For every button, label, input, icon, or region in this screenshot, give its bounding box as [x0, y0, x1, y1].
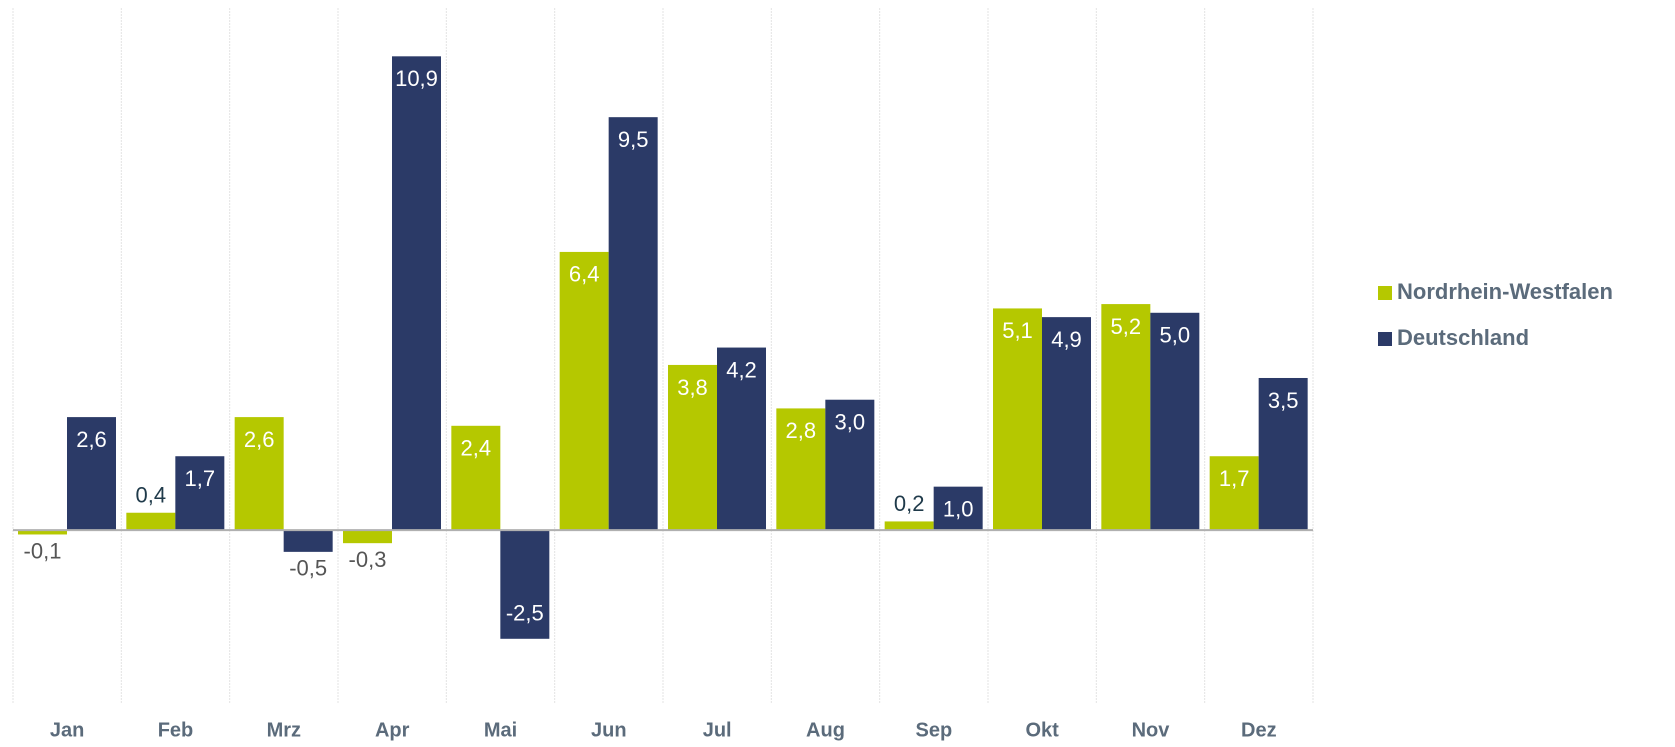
bar	[1150, 312, 1200, 531]
value-label: 3,8	[677, 375, 708, 400]
bar	[234, 417, 284, 531]
bar	[343, 530, 392, 544]
bar	[500, 530, 550, 639]
bar	[67, 417, 116, 531]
value-label: 3,0	[835, 410, 866, 435]
bar	[993, 308, 1042, 531]
x-tick-label: Aug	[806, 719, 845, 741]
x-tick-label: Jan	[50, 719, 84, 741]
bar	[776, 408, 826, 531]
value-label: 4,2	[726, 357, 757, 382]
bar	[1042, 317, 1091, 531]
x-tick-label: Nov	[1132, 719, 1171, 741]
value-label: 2,6	[76, 427, 107, 452]
bar	[717, 347, 766, 531]
value-label: 0,4	[136, 483, 167, 508]
legend-label: Nordrhein-Westfalen	[1397, 279, 1613, 304]
bar	[126, 512, 176, 531]
legend-swatch	[1378, 286, 1392, 300]
value-label: 5,2	[1111, 314, 1142, 339]
bar	[933, 486, 983, 531]
value-label: 9,5	[618, 127, 649, 152]
bar	[18, 530, 67, 535]
legend-swatch	[1378, 332, 1392, 346]
value-label: -0,1	[24, 538, 62, 563]
x-tick-label: Jul	[703, 719, 732, 741]
bar	[451, 425, 501, 531]
bar	[1209, 456, 1259, 531]
value-label: 1,7	[1219, 466, 1250, 491]
x-tick-label: Sep	[915, 719, 952, 741]
x-tick-label: Dez	[1241, 719, 1277, 741]
bar	[283, 530, 333, 552]
value-label: 6,4	[569, 262, 600, 287]
value-label: 1,0	[943, 496, 974, 521]
value-label: 0,2	[894, 491, 925, 516]
bar	[825, 399, 875, 531]
value-label: 4,9	[1051, 327, 1082, 352]
x-tick-label: Okt	[1025, 719, 1059, 741]
bar	[1258, 377, 1308, 531]
value-label: -2,5	[506, 601, 544, 626]
value-label: 5,0	[1160, 323, 1191, 348]
bar	[1101, 304, 1151, 531]
bar	[884, 521, 934, 531]
value-label: 2,8	[786, 418, 817, 443]
bar	[175, 456, 225, 531]
bar	[608, 117, 658, 531]
bar	[559, 251, 609, 531]
value-label: 1,7	[185, 466, 216, 491]
value-label: -0,3	[349, 547, 387, 572]
x-tick-label: Mai	[484, 719, 517, 741]
value-label: 2,4	[461, 436, 492, 461]
value-label: 3,5	[1268, 388, 1299, 413]
x-tick-label: Mrz	[267, 719, 301, 741]
value-label: 5,1	[1002, 318, 1033, 343]
bar	[392, 56, 441, 531]
x-tick-label: Feb	[158, 719, 194, 741]
bar	[668, 364, 717, 531]
value-label: 2,6	[244, 427, 275, 452]
value-label: -0,5	[289, 556, 327, 581]
x-tick-label: Jun	[591, 719, 627, 741]
value-label: 10,9	[395, 66, 438, 91]
x-tick-label: Apr	[375, 719, 410, 741]
legend-label: Deutschland	[1397, 325, 1529, 350]
